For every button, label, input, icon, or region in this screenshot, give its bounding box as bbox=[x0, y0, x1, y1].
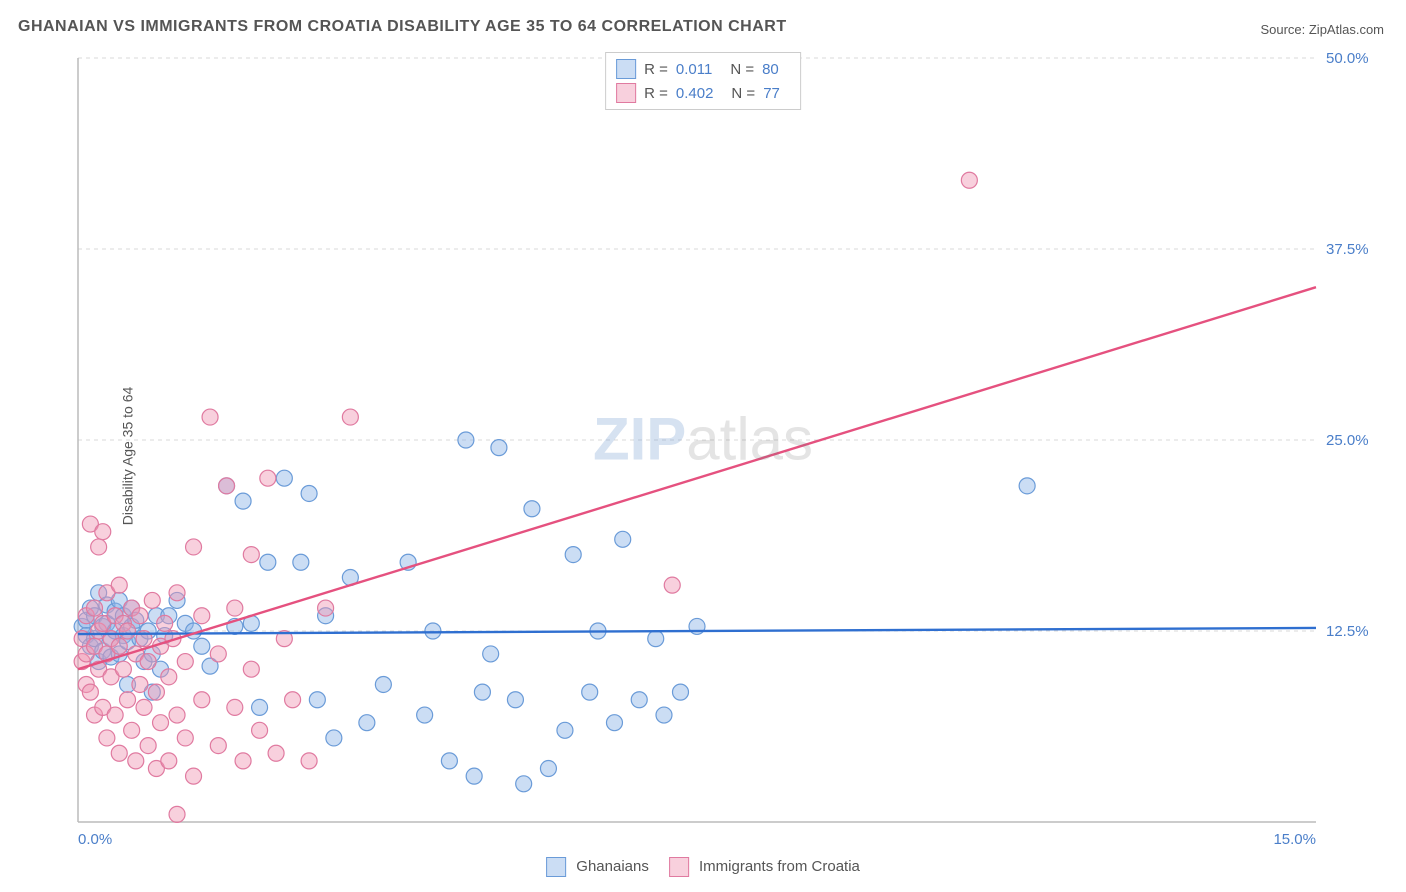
svg-text:12.5%: 12.5% bbox=[1326, 623, 1369, 640]
plot-area: Disability Age 35 to 64 12.5% 25.0% 37.5% 5… bbox=[50, 50, 1386, 862]
svg-text:50.0%: 50.0% bbox=[1326, 50, 1369, 67]
stats-swatch-croatia bbox=[616, 83, 636, 103]
series-legend-item-2: Immigrants from Croatia bbox=[669, 857, 860, 877]
stats-legend: R = 0.011 N = 80 R = 0.402 N = 77 bbox=[605, 52, 801, 110]
scatter-plot-svg: 12.5% 25.0% 37.5% 50.0% 0.0% 15.0% bbox=[50, 50, 1386, 862]
stats-r-value-2: 0.402 bbox=[676, 85, 714, 102]
stats-n-label-1: N = bbox=[730, 61, 754, 78]
source-label: Source: ZipAtlas.com bbox=[1260, 22, 1384, 37]
y-axis-label: Disability Age 35 to 64 bbox=[119, 387, 135, 526]
series-label-2: Immigrants from Croatia bbox=[699, 858, 860, 875]
svg-text:15.0%: 15.0% bbox=[1273, 831, 1316, 848]
stats-r-label-1: R = bbox=[644, 61, 668, 78]
svg-text:25.0%: 25.0% bbox=[1326, 432, 1369, 449]
series-legend-item-1: Ghanaians bbox=[546, 857, 649, 877]
stats-n-value-2: 77 bbox=[763, 85, 780, 102]
series-swatch-croatia bbox=[669, 857, 689, 877]
svg-text:0.0%: 0.0% bbox=[78, 831, 112, 848]
series-swatch-ghanaians bbox=[546, 857, 566, 877]
series-legend: Ghanaians Immigrants from Croatia bbox=[546, 857, 860, 877]
series-label-1: Ghanaians bbox=[576, 858, 649, 875]
stats-n-label-2: N = bbox=[731, 85, 755, 102]
stats-n-value-1: 80 bbox=[762, 61, 779, 78]
stats-swatch-ghanaians bbox=[616, 59, 636, 79]
stats-row-croatia: R = 0.402 N = 77 bbox=[616, 81, 790, 105]
stats-r-label-2: R = bbox=[644, 85, 668, 102]
stats-r-value-1: 0.011 bbox=[676, 61, 712, 78]
chart-container: GHANAIAN VS IMMIGRANTS FROM CROATIA DISA… bbox=[0, 0, 1406, 892]
svg-text:37.5%: 37.5% bbox=[1326, 241, 1369, 258]
chart-title: GHANAIAN VS IMMIGRANTS FROM CROATIA DISA… bbox=[18, 18, 787, 36]
stats-row-ghanaians: R = 0.011 N = 80 bbox=[616, 57, 790, 81]
